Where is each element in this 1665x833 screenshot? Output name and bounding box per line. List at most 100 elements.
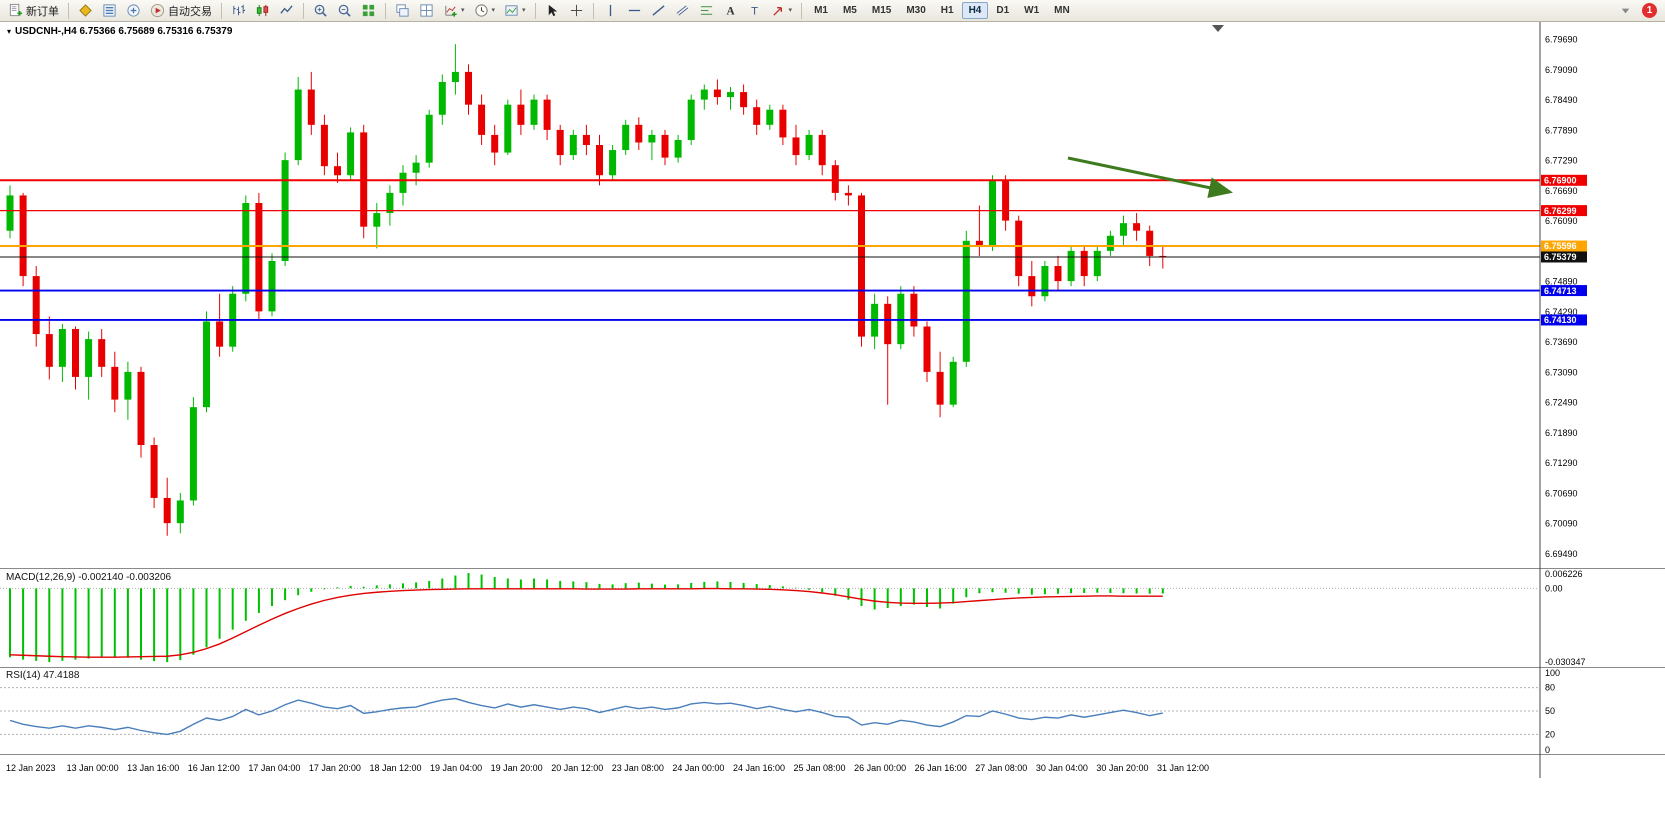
svg-text:6.69490: 6.69490: [1545, 549, 1578, 559]
candle: [766, 104, 774, 130]
svg-text:16 Jan 12:00: 16 Jan 12:00: [188, 763, 240, 773]
arrows-button[interactable]: ▾: [767, 0, 797, 22]
new-chart-button[interactable]: [357, 0, 380, 22]
timeframe-m1-button[interactable]: M1: [814, 5, 828, 16]
zoom-in-icon: [314, 4, 327, 17]
periods-button[interactable]: ▾: [470, 0, 500, 22]
svg-text:6.72490: 6.72490: [1545, 398, 1578, 408]
data-window-button[interactable]: [122, 0, 145, 22]
chart-candlesticks-button[interactable]: [251, 0, 274, 22]
timeframe-h4-button[interactable]: H4: [961, 2, 989, 19]
chart-shift-marker[interactable]: [1212, 25, 1224, 32]
svg-text:6.75379: 6.75379: [1544, 252, 1577, 262]
svg-text:80: 80: [1545, 683, 1555, 693]
price-badge: 6.74713: [1541, 285, 1587, 297]
candle: [203, 311, 210, 413]
svg-text:25 Jan 08:00: 25 Jan 08:00: [794, 763, 846, 773]
timeframe-m30-button[interactable]: M30: [906, 5, 926, 16]
candle: [347, 127, 355, 181]
horizontal-line-button[interactable]: [623, 0, 646, 22]
template-icon: [505, 5, 518, 16]
chart-profiles-button[interactable]: [74, 0, 97, 22]
macd-label: MACD(12,26,9) -0.002140 -0.003206: [6, 572, 172, 583]
candle: [1106, 230, 1114, 256]
price-badge: 6.76299: [1541, 205, 1587, 217]
svg-text:20: 20: [1545, 729, 1555, 739]
candle: [805, 129, 813, 161]
timeframe-m5-button[interactable]: M5: [842, 5, 857, 16]
timeframe-w1-button[interactable]: W1: [1024, 5, 1040, 16]
svg-text:26 Jan 16:00: 26 Jan 16:00: [915, 763, 967, 773]
cursor-button[interactable]: [541, 0, 564, 22]
candle: [491, 124, 499, 166]
candle: [58, 323, 66, 382]
candle: [189, 397, 197, 506]
svg-text:6.74713: 6.74713: [1544, 286, 1577, 296]
zoom-in-button[interactable]: [309, 0, 332, 22]
candle: [478, 94, 486, 146]
trendline-button[interactable]: [647, 0, 670, 22]
svg-text:23 Jan 08:00: 23 Jan 08:00: [612, 763, 664, 773]
equidistant-channel-button[interactable]: [671, 0, 694, 22]
price-badge: 6.76900: [1541, 174, 1587, 186]
candle: [923, 321, 931, 382]
tile-windows-button[interactable]: [415, 0, 438, 22]
cascade-windows-button[interactable]: [391, 0, 414, 22]
new-order-label: 新订单: [26, 5, 59, 18]
auto-trading-button[interactable]: 自动交易: [146, 0, 216, 22]
svg-text:6.76090: 6.76090: [1545, 216, 1578, 226]
candle: [1015, 215, 1023, 287]
hline-icon: [628, 9, 640, 12]
toolbar-separator: [534, 2, 536, 19]
timeframe-d1-button[interactable]: D1: [996, 5, 1010, 16]
indicators-button[interactable]: ▾: [439, 0, 469, 22]
svg-text:6.73690: 6.73690: [1545, 337, 1578, 347]
chart-bars-button[interactable]: [227, 0, 250, 22]
timeframe-mn-button[interactable]: MN: [1054, 5, 1070, 16]
timeframe-m15-button[interactable]: M15: [871, 5, 892, 16]
candle: [85, 331, 93, 400]
zoom-out-button[interactable]: [333, 0, 356, 22]
notification-badge[interactable]: 1: [1642, 3, 1657, 18]
new-order-button[interactable]: 新订单: [4, 0, 63, 22]
svg-text:A: A: [726, 5, 735, 17]
svg-text:0: 0: [1545, 745, 1550, 755]
data-window-icon: [127, 4, 140, 17]
price-badge: 6.75379: [1541, 251, 1587, 263]
toolbar-overflow-button[interactable]: [1614, 0, 1637, 22]
indicators-icon: [445, 5, 457, 17]
crosshair-button[interactable]: [565, 0, 588, 22]
svg-text:T: T: [751, 5, 758, 17]
svg-text:6.76900: 6.76900: [1544, 175, 1577, 185]
chart-line-button[interactable]: [275, 0, 298, 22]
fibonacci-button[interactable]: [695, 0, 718, 22]
candle: [858, 192, 865, 347]
candle: [45, 316, 53, 380]
vertical-line-button[interactable]: [599, 0, 622, 22]
candle: [517, 89, 525, 135]
candle: [294, 76, 302, 166]
candle: [373, 202, 381, 249]
svg-text:6.79090: 6.79090: [1545, 65, 1578, 75]
price-badge: 6.75596: [1541, 240, 1587, 252]
svg-text:13 Jan 16:00: 13 Jan 16:00: [127, 763, 179, 773]
text-label-button[interactable]: T: [743, 0, 766, 22]
chart-collapse-icon[interactable]: ▾: [7, 26, 12, 36]
cascade-icon: [396, 4, 409, 17]
candle: [98, 329, 106, 377]
candle: [425, 109, 433, 168]
candle: [910, 286, 918, 337]
candle: [334, 152, 341, 183]
svg-text:6.77890: 6.77890: [1545, 125, 1578, 135]
chevron-down-icon: [1621, 8, 1630, 14]
chart-canvas[interactable]: 6.79690 6.79090 6.78490 6.77890 6.77290 6.766…: [0, 22, 1665, 833]
text-button[interactable]: A: [719, 0, 742, 22]
templates-button[interactable]: ▾: [500, 0, 530, 22]
candle: [504, 99, 512, 156]
timeframe-h1-button[interactable]: H1: [940, 5, 954, 16]
trend-arrow[interactable]: [1067, 156, 1233, 198]
shapes-icon: [772, 6, 782, 16]
candle: [6, 185, 14, 239]
market-watch-button[interactable]: [98, 0, 121, 22]
